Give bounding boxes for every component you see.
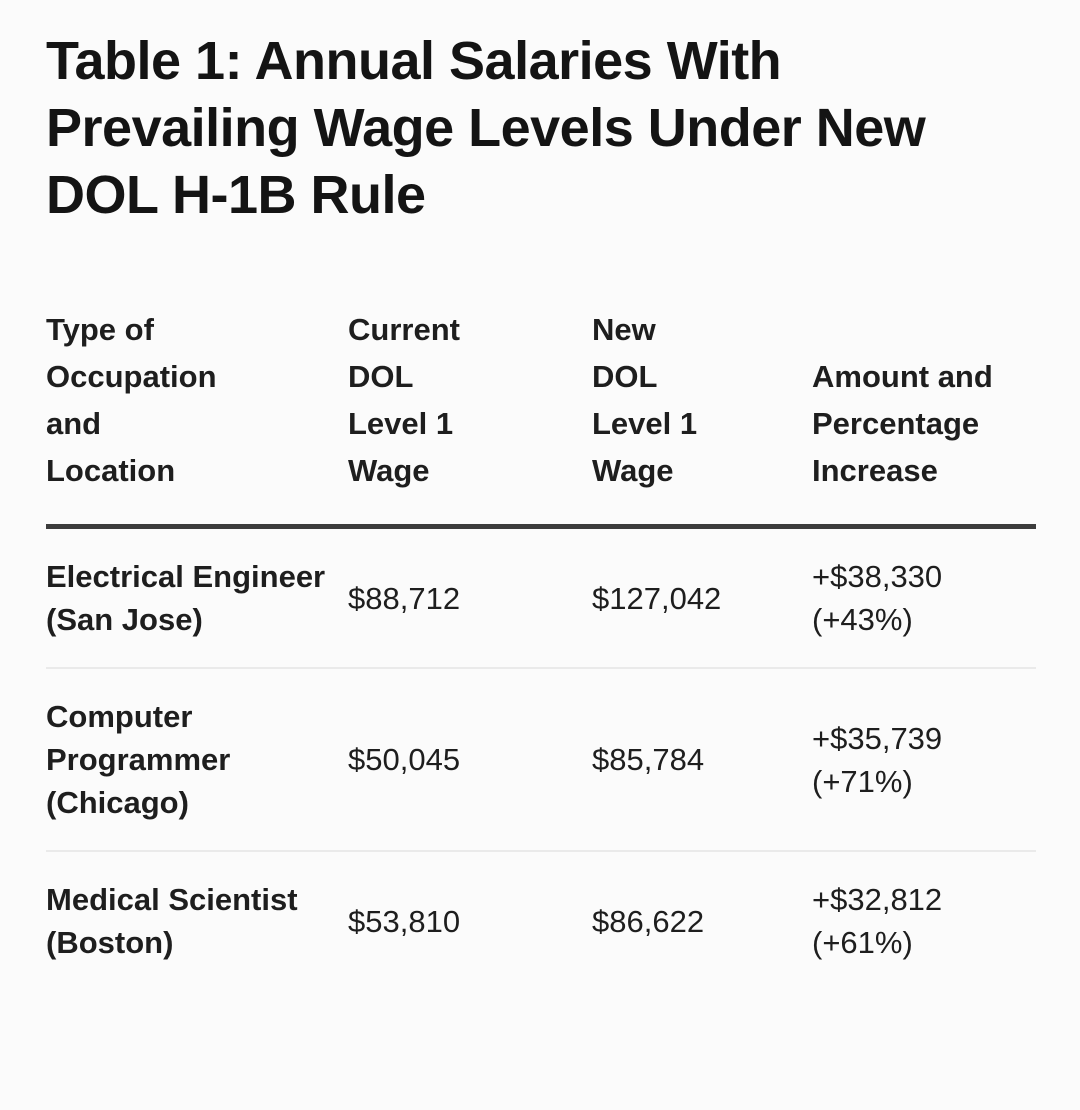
- occupation-cell: Medical Scientist (Boston): [46, 851, 348, 990]
- current-wage-cell: $50,045: [348, 668, 592, 852]
- increase-cell: +$32,812 (+61%): [812, 851, 1036, 990]
- current-wage-cell: $53,810: [348, 903, 461, 939]
- increase-cell: +$35,739 (+71%): [812, 668, 1036, 852]
- increase-percent: (+61%): [812, 925, 913, 960]
- page: Table 1: Annual Salaries With Prevailing…: [46, 31, 1036, 990]
- occupation-location: (San Jose): [46, 602, 203, 637]
- new-wage-cell: $127,042: [592, 526, 812, 669]
- occupation-location: (Boston): [46, 925, 174, 960]
- occupation-cell: Electrical Engineer (San Jose): [46, 526, 348, 669]
- salary-table: Type of Occupation and Location Current …: [46, 306, 1036, 990]
- col-header-increase: Amount and Percentage Increase: [812, 306, 1036, 529]
- increase-percent: (+43%): [812, 602, 913, 637]
- col-header-current-wage: Current DOL Level 1 Wage: [348, 306, 592, 529]
- occupation-name: Electrical Engineer: [46, 559, 326, 594]
- increase-amount: +$38,330: [812, 559, 943, 594]
- new-wage-cell: $85,784: [592, 668, 812, 852]
- occupation-location: (Chicago): [46, 785, 189, 820]
- table-row: Computer Programmer (Chicago) $50,045 $8…: [46, 668, 1036, 852]
- header-row: Type of Occupation and Location Current …: [46, 306, 1036, 529]
- new-wage-cell: $86,622: [592, 903, 705, 939]
- increase-amount: +$35,739: [812, 720, 943, 756]
- increase-amount: +$32,812: [812, 882, 943, 917]
- table-row: Electrical Engineer (San Jose) $88,712 $…: [46, 526, 1036, 669]
- occupation-name: Computer Programmer: [46, 699, 231, 777]
- occupation-cell: Computer Programmer (Chicago): [46, 668, 348, 852]
- increase-percent: (+71%): [812, 763, 913, 799]
- table-title: Table 1: Annual Salaries With Prevailing…: [46, 31, 926, 225]
- col-header-occupation: Type of Occupation and Location: [46, 306, 348, 529]
- col-header-new-wage: New DOL Level 1 Wage: [592, 306, 812, 529]
- current-wage-cell: $88,712: [348, 526, 592, 669]
- increase-cell: +$38,330 (+43%): [812, 526, 1036, 669]
- table-row: Medical Scientist (Boston) $53,810 $86,6…: [46, 851, 1036, 990]
- occupation-name: Medical Scientist: [46, 882, 298, 917]
